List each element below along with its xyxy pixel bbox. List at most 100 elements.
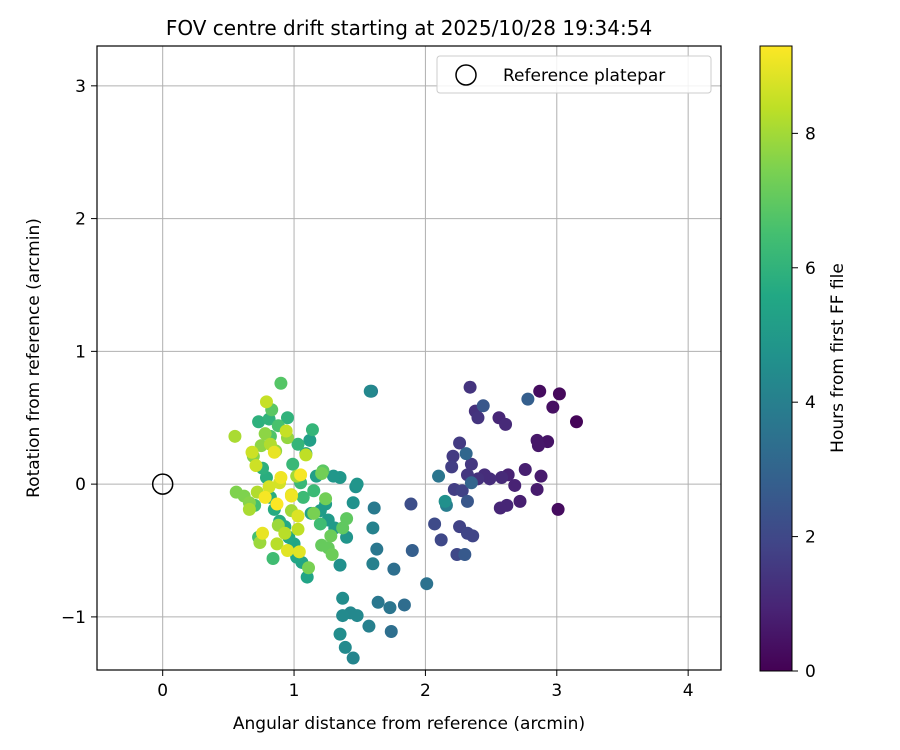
data-point — [258, 427, 272, 441]
colorbar-gradient — [759, 45, 793, 672]
data-point — [305, 423, 319, 437]
data-point — [366, 557, 380, 571]
data-point — [286, 457, 300, 471]
data-point — [428, 517, 442, 531]
data-point — [521, 392, 535, 406]
data-point — [291, 437, 305, 451]
data-point — [256, 526, 270, 540]
data-point — [363, 384, 377, 398]
data-point — [291, 509, 305, 523]
data-point — [371, 595, 385, 609]
data-point — [242, 502, 256, 516]
data-point — [340, 512, 354, 526]
y-tick-label: 1 — [75, 342, 86, 362]
data-point — [518, 463, 532, 477]
data-point — [262, 480, 276, 494]
data-point — [270, 537, 284, 551]
data-point — [495, 470, 509, 484]
data-point — [460, 494, 474, 508]
data-point — [383, 601, 397, 615]
data-point — [292, 545, 306, 559]
data-point — [569, 415, 583, 429]
y-tick-label: 3 — [75, 77, 86, 97]
x-tick-label: 4 — [683, 681, 694, 701]
data-point — [397, 598, 411, 612]
colorbar: 0 2 4 6 8 Hours from first FF file — [759, 45, 848, 682]
data-point — [460, 526, 474, 540]
colorbar-tick-label: 4 — [805, 393, 816, 413]
data-point — [404, 497, 418, 511]
data-point — [307, 484, 321, 498]
data-point — [333, 627, 347, 641]
data-point — [531, 439, 545, 453]
y-tick-label: 0 — [75, 475, 86, 495]
data-point — [299, 448, 313, 462]
data-point — [464, 476, 478, 490]
colorbar-tick-label: 6 — [805, 259, 816, 279]
data-point — [280, 544, 294, 558]
reference-layer — [151, 473, 174, 495]
data-point — [533, 384, 547, 398]
legend-box — [436, 55, 712, 94]
data-point — [551, 502, 565, 516]
data-point — [455, 484, 469, 498]
data-point — [270, 497, 284, 511]
data-point — [438, 494, 452, 508]
reference-marker — [151, 473, 174, 495]
data-point — [279, 424, 293, 438]
data-point — [319, 492, 333, 506]
grid — [97, 46, 721, 670]
x-tick-label: 1 — [289, 681, 300, 701]
legend-entry-reference: Reference platepar — [503, 66, 665, 86]
colorbar-tick-label: 0 — [805, 662, 816, 682]
data-point — [228, 429, 242, 443]
data-point — [302, 561, 316, 575]
x-tick-label: 2 — [420, 681, 431, 701]
data-point — [325, 547, 339, 561]
data-point — [367, 501, 381, 515]
data-point — [432, 469, 446, 483]
data-point — [274, 470, 288, 484]
data-point — [458, 547, 472, 561]
data-point — [446, 449, 460, 463]
data-point — [303, 433, 317, 447]
data-point — [459, 447, 473, 461]
x-tick-label: 3 — [551, 681, 562, 701]
data-point — [513, 494, 527, 508]
colorbar-tick-label: 2 — [805, 528, 816, 548]
data-point — [546, 400, 560, 414]
y-axis: −1 0 1 2 3 — [61, 77, 97, 628]
data-point — [346, 651, 360, 665]
data-point — [530, 482, 544, 496]
data-point — [249, 459, 263, 473]
data-point — [384, 624, 398, 638]
data-point — [245, 445, 259, 459]
data-point — [453, 436, 467, 450]
legend-marker — [455, 64, 477, 86]
data-point — [307, 506, 321, 520]
data-point — [315, 538, 329, 552]
data-point — [324, 529, 338, 543]
data-point — [493, 501, 507, 515]
x-axis-label: Angular distance from reference (arcmin) — [233, 714, 585, 734]
legend: Reference platepar — [436, 55, 712, 94]
data-point — [350, 477, 364, 491]
data-point — [291, 522, 305, 536]
data-point — [313, 517, 327, 531]
data-point — [296, 490, 310, 504]
data-point — [315, 467, 329, 481]
data-point — [366, 521, 380, 535]
colorbar-ticks: 0 2 4 6 8 — [792, 124, 816, 682]
data-point — [471, 411, 485, 425]
data-point — [267, 445, 281, 459]
data-point — [362, 619, 376, 633]
data-point — [252, 415, 266, 429]
data-point — [274, 376, 288, 390]
data-point — [266, 551, 280, 565]
colorbar-tick-label: 8 — [805, 124, 816, 144]
data-point — [405, 544, 419, 558]
data-point — [420, 577, 434, 591]
data-point — [284, 489, 298, 503]
data-point — [508, 478, 522, 492]
